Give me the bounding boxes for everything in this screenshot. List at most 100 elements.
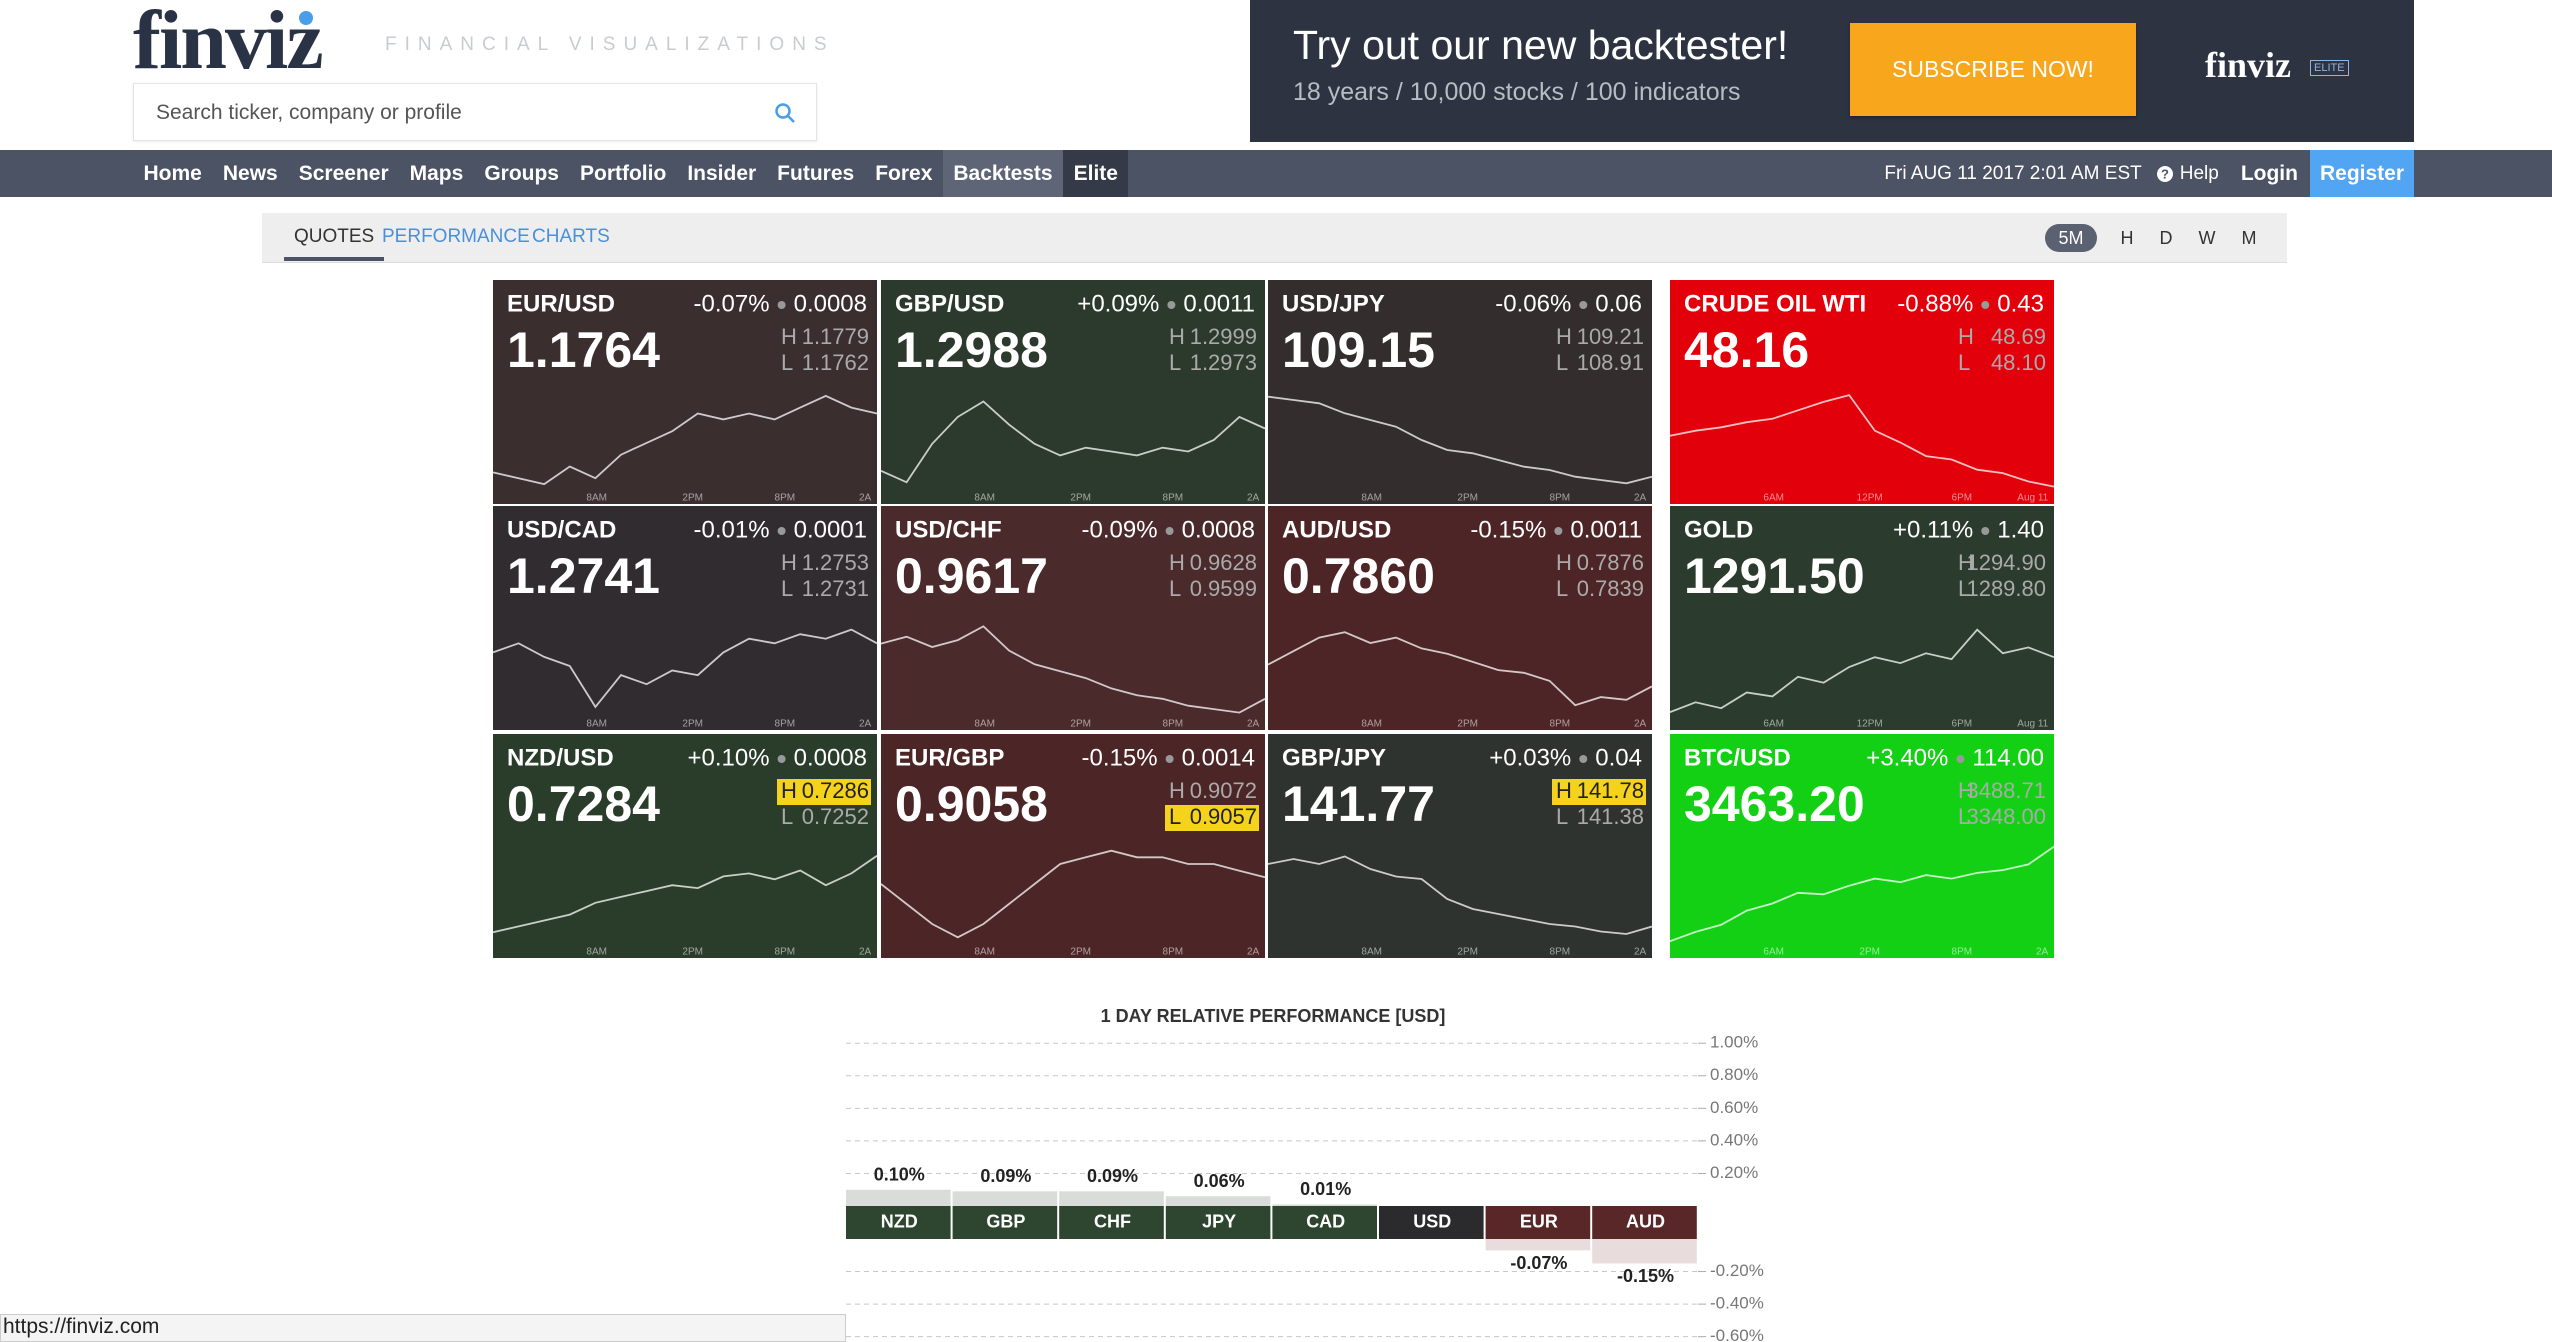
quote-tile[interactable]: EUR/USD 0.0008 -0.07% 1.1764 H 1.1779 L 1.1762 8… xyxy=(492,280,878,504)
tile-bg xyxy=(493,280,877,504)
quote-tile[interactable]: CRUDE OIL WTI 0.43 -0.88% 48.16 H 48.69 L 48.10… xyxy=(1669,280,2055,504)
bar xyxy=(1272,1204,1377,1206)
category-cell xyxy=(1485,1206,1591,1239)
nav-item[interactable]: Portfolio xyxy=(579,162,667,185)
separator-dot xyxy=(777,527,786,535)
x-label: 8AM xyxy=(1361,493,1382,504)
x-label: 8AM xyxy=(586,493,607,504)
tile-low: 0.7252 xyxy=(802,804,869,829)
category-label: AUD xyxy=(1626,1211,1665,1231)
x-label: 2PM xyxy=(1070,493,1091,504)
nav-item[interactable]: Elite xyxy=(1063,150,1129,197)
tile-change: 0.04 xyxy=(1595,744,1642,771)
timeframe[interactable]: W xyxy=(2198,228,2216,248)
quote-tile[interactable]: GBP/JPY 0.04 +0.03% 141.77 H 141.78 L 141.38 8AM… xyxy=(1267,734,1653,958)
tile-high-label: H xyxy=(1556,778,1572,803)
quote-tile[interactable]: BTC/USD 114.00 +3.40%3463.20 H3488.71L3348.… xyxy=(1669,734,2055,958)
tile-low: 48.10 xyxy=(1991,350,2046,375)
tab[interactable]: QUOTES xyxy=(284,226,385,261)
x-label: 8AM xyxy=(974,947,995,958)
logo[interactable]: finviz xyxy=(133,0,324,87)
x-label: 8AM xyxy=(1361,719,1382,730)
nav-item[interactable]: Insider xyxy=(687,162,757,185)
y-tick-label: 0.60% xyxy=(1710,1098,1758,1117)
nav-item[interactable]: Forex xyxy=(875,162,933,185)
help-icon[interactable]: ? xyxy=(2156,165,2174,183)
tile-high-label: H xyxy=(781,324,797,349)
tile-change: 114.00 xyxy=(1972,744,2044,771)
tile-high: 3488.71 xyxy=(1966,778,2046,803)
search-box[interactable]: Search ticker, company or profile xyxy=(133,83,817,141)
value-label: 0.09% xyxy=(980,1166,1031,1186)
register-link[interactable]: Register xyxy=(2309,150,2414,197)
nav-item[interactable]: Backtests xyxy=(942,150,1064,197)
tile-low: 108.91 xyxy=(1577,350,1644,375)
tab[interactable]: CHARTS xyxy=(532,226,610,247)
sparkline xyxy=(492,855,878,934)
nav-item[interactable]: News xyxy=(222,162,278,185)
timeframe[interactable]: M xyxy=(2241,228,2257,248)
quote-tile[interactable]: AUD/USD 0.0011 -0.15% 0.7860 H 0.7876 L 0.7839 8… xyxy=(1267,506,1653,730)
ad-title: Try out our new backtester! xyxy=(1293,22,1789,68)
y-tick-label: -0.60% xyxy=(1710,1326,1764,1342)
login-link[interactable]: Login xyxy=(2240,161,2298,185)
logo-dot xyxy=(299,11,313,25)
timeframe[interactable]: D xyxy=(2159,228,2173,248)
tile-price: 1.1764 xyxy=(507,322,660,378)
nav-item[interactable]: Groups xyxy=(484,162,559,185)
tile-high-label: H xyxy=(781,550,797,575)
ad-badge: ELITE xyxy=(2310,60,2349,76)
category-cell xyxy=(846,1206,951,1239)
tile-change-pct: -0.15% xyxy=(1082,744,1158,771)
tile-high: 0.7876 xyxy=(1577,550,1644,575)
quote-tile[interactable]: EUR/GBP 0.0014 -0.15% 0.9058 H 0.9072 L 0.9057 8… xyxy=(880,734,1266,958)
x-label: 8AM xyxy=(586,947,607,958)
ad-banner[interactable]: Try out our new backtester! 18 years / 1… xyxy=(1250,0,2414,142)
x-label: 2PM xyxy=(1457,947,1478,958)
highlight xyxy=(1165,805,1259,831)
subscribe-button[interactable]: SUBSCRIBE NOW! xyxy=(1850,23,2136,116)
tile-change-pct: +0.10% xyxy=(688,744,770,771)
tile-bg xyxy=(1268,280,1652,504)
sparkline xyxy=(1267,395,1653,485)
tab[interactable]: PERFORMANCE xyxy=(382,226,530,247)
tile-bg xyxy=(493,734,877,958)
help-link[interactable]: Help xyxy=(2179,162,2219,184)
tile-bg xyxy=(1670,734,2054,958)
quote-tile[interactable]: USD/JPY 0.06 -0.06% 109.15 H 109.21 L 108.91 8AM… xyxy=(1267,280,1653,504)
chart-title: 1 DAY RELATIVE PERFORMANCE [USD] xyxy=(1101,1006,1446,1026)
nav-item[interactable]: Screener xyxy=(298,162,389,185)
tile-change: 1.40 xyxy=(1997,516,2044,543)
tile-high: 0.9628 xyxy=(1190,550,1257,575)
quote-tile[interactable]: USD/CAD 0.0001 -0.01% 1.2741 H 1.2753 L 1.2731 8… xyxy=(492,506,878,730)
timeframe[interactable]: H xyxy=(2120,228,2134,248)
tile-high: 0.7286 xyxy=(802,778,869,803)
separator-dot xyxy=(777,755,786,763)
tile-low-label: L xyxy=(1169,350,1181,375)
tile-change-pct: -0.15% xyxy=(1470,516,1546,543)
bar xyxy=(1592,1239,1697,1264)
x-label: 2PM xyxy=(1457,493,1478,504)
tagline: FINANCIAL VISUALIZATIONS xyxy=(385,34,835,55)
nav-item[interactable]: Home xyxy=(143,162,202,185)
quote-tile[interactable]: USD/CHF 0.0008 -0.09% 0.9617 H 0.9628 L 0.9599 8… xyxy=(880,506,1266,730)
tile-change: 0.43 xyxy=(1997,290,2044,317)
sparkline xyxy=(1669,394,2055,488)
tile-high: 48.69 xyxy=(1991,324,2046,349)
quote-tile[interactable]: GBP/USD 0.0011 +0.09% 1.2988 H 1.2999 L 1.2973 8… xyxy=(880,280,1266,504)
tile-change-pct: -0.88% xyxy=(1897,290,1973,317)
tile-change: 0.0011 xyxy=(1570,516,1642,543)
search-icon[interactable] xyxy=(774,102,796,124)
nav-item[interactable]: Maps xyxy=(409,162,464,185)
timeframe[interactable]: 5M xyxy=(2045,224,2097,252)
separator-dot xyxy=(1956,755,1965,763)
tile-name: EUR/USD xyxy=(507,290,615,317)
x-label: 8AM xyxy=(586,719,607,730)
nav-item[interactable]: Futures xyxy=(777,162,855,185)
quote-tile[interactable]: NZD/USD 0.0008 +0.10% 0.7284 H 0.7286 L 0.7252 8… xyxy=(492,734,878,958)
tile-high: 1.2999 xyxy=(1190,324,1257,349)
y-tick-label: 1.00% xyxy=(1710,1033,1758,1052)
tile-bg xyxy=(881,280,1265,504)
x-label: 2PM xyxy=(1457,719,1478,730)
